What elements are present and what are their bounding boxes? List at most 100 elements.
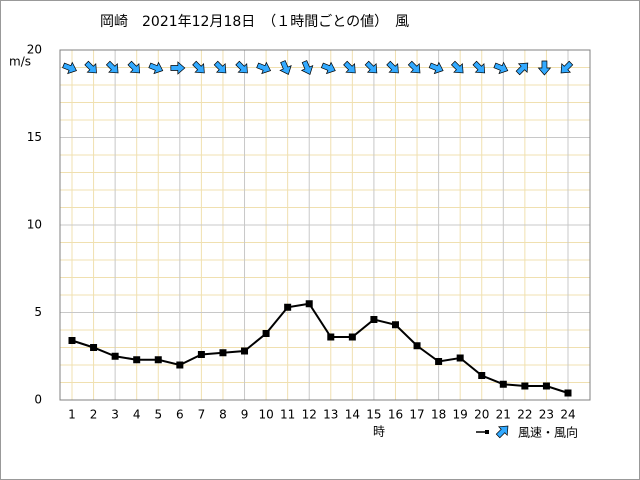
point	[305, 300, 313, 308]
wind-arrow	[62, 61, 77, 75]
wind-arrow	[148, 61, 164, 75]
arrow-shape	[300, 60, 314, 75]
arrow-shape	[192, 60, 205, 74]
arrow-shape	[256, 61, 272, 75]
plot-area	[59, 49, 591, 401]
point	[68, 337, 76, 344]
x-tick-label: 6	[176, 408, 184, 422]
x-tick-label: 17	[409, 408, 424, 422]
arrow-shape	[127, 60, 141, 74]
point	[564, 389, 572, 397]
series-line	[71, 302, 569, 394]
arrow-shape	[428, 61, 444, 75]
point	[90, 344, 98, 351]
arrow-shape	[213, 60, 227, 74]
arrow-shape	[105, 60, 119, 74]
arrow-shape	[148, 61, 164, 75]
y-tick-label: 10	[27, 218, 42, 232]
x-tick-label: 22	[517, 408, 532, 422]
point	[327, 333, 335, 341]
arrow-shape	[84, 60, 97, 74]
point	[197, 351, 205, 358]
wind-arrow	[472, 60, 486, 74]
arrow-shape	[320, 61, 336, 75]
arrow-shape	[407, 60, 421, 74]
wind-arrow	[407, 60, 421, 74]
x-tick-label: 9	[241, 408, 249, 422]
x-tick-label: 4	[133, 408, 141, 422]
wind-arrow	[105, 60, 119, 74]
point	[435, 358, 443, 365]
arrow-shape	[62, 61, 77, 75]
x-tick-label: 8	[219, 408, 227, 422]
y-axis-label: m/s	[9, 55, 31, 69]
x-tick-label: 7	[198, 408, 206, 422]
point	[542, 382, 550, 390]
wind-arrow	[493, 61, 509, 75]
point	[241, 347, 249, 355]
point	[176, 361, 184, 369]
point	[478, 372, 486, 379]
wind-arrow	[364, 60, 378, 74]
wind-arrow	[320, 61, 336, 75]
wind-arrow	[213, 60, 227, 74]
point	[413, 342, 421, 350]
y-tick-label: 15	[27, 130, 42, 144]
wind-arrow	[515, 62, 529, 76]
arrow-shape	[450, 60, 464, 74]
point	[111, 352, 119, 360]
x-tick-label: 3	[111, 408, 119, 422]
point	[521, 382, 529, 390]
arrow-shape	[364, 60, 378, 74]
arrow-shape	[493, 61, 509, 75]
wind-arrow	[537, 60, 552, 76]
arrow-shape	[537, 60, 552, 76]
x-tick-label: 14	[345, 408, 360, 422]
point	[348, 333, 356, 341]
point	[154, 356, 162, 364]
x-tick-label: 21	[496, 408, 511, 422]
arrow-shape	[515, 62, 529, 76]
legend-marker	[485, 430, 489, 434]
x-tick-label: 1	[68, 408, 76, 422]
point	[370, 316, 378, 323]
y-tick-label: 0	[34, 393, 42, 407]
y-tick-label: 5	[34, 305, 42, 319]
x-tick-label: 23	[539, 408, 554, 422]
x-tick-label: 18	[431, 408, 446, 422]
legend-arrow	[495, 425, 509, 439]
arrow-shape	[235, 60, 248, 74]
wind-arrow	[428, 61, 444, 75]
arrow-shape	[560, 60, 574, 74]
chart-title: 岡崎 2021年12月18日 （１時間ごとの値） 風	[100, 14, 409, 30]
x-tick-label: 19	[453, 408, 468, 422]
arrow-shape	[386, 60, 399, 74]
x-tick-label: 11	[280, 408, 295, 422]
x-tick-label: 12	[302, 408, 317, 422]
point	[456, 354, 464, 362]
wind-arrow	[127, 60, 141, 74]
wind-arrow	[170, 61, 186, 75]
wind-arrow	[256, 61, 272, 75]
point	[219, 349, 227, 357]
y-tick-label: 20	[27, 43, 42, 57]
legend-label: 風速・風向	[518, 425, 578, 440]
wind-arrow	[343, 60, 356, 74]
arrow-shape	[343, 60, 356, 74]
x-tick-label: 24	[560, 408, 575, 422]
point	[499, 380, 507, 388]
point	[262, 330, 270, 337]
x-tick-label: 13	[323, 408, 338, 422]
wind-arrow	[560, 60, 574, 74]
wind-arrow	[386, 60, 399, 74]
x-tick-label: 20	[474, 408, 489, 422]
wind-arrow	[235, 60, 248, 74]
point	[284, 303, 292, 311]
x-tick-label: 10	[258, 408, 273, 422]
wind-arrow	[192, 60, 205, 74]
wind-arrow	[84, 60, 97, 74]
point	[391, 321, 399, 329]
arrow-shape	[495, 425, 509, 439]
wind-arrow	[279, 60, 292, 75]
